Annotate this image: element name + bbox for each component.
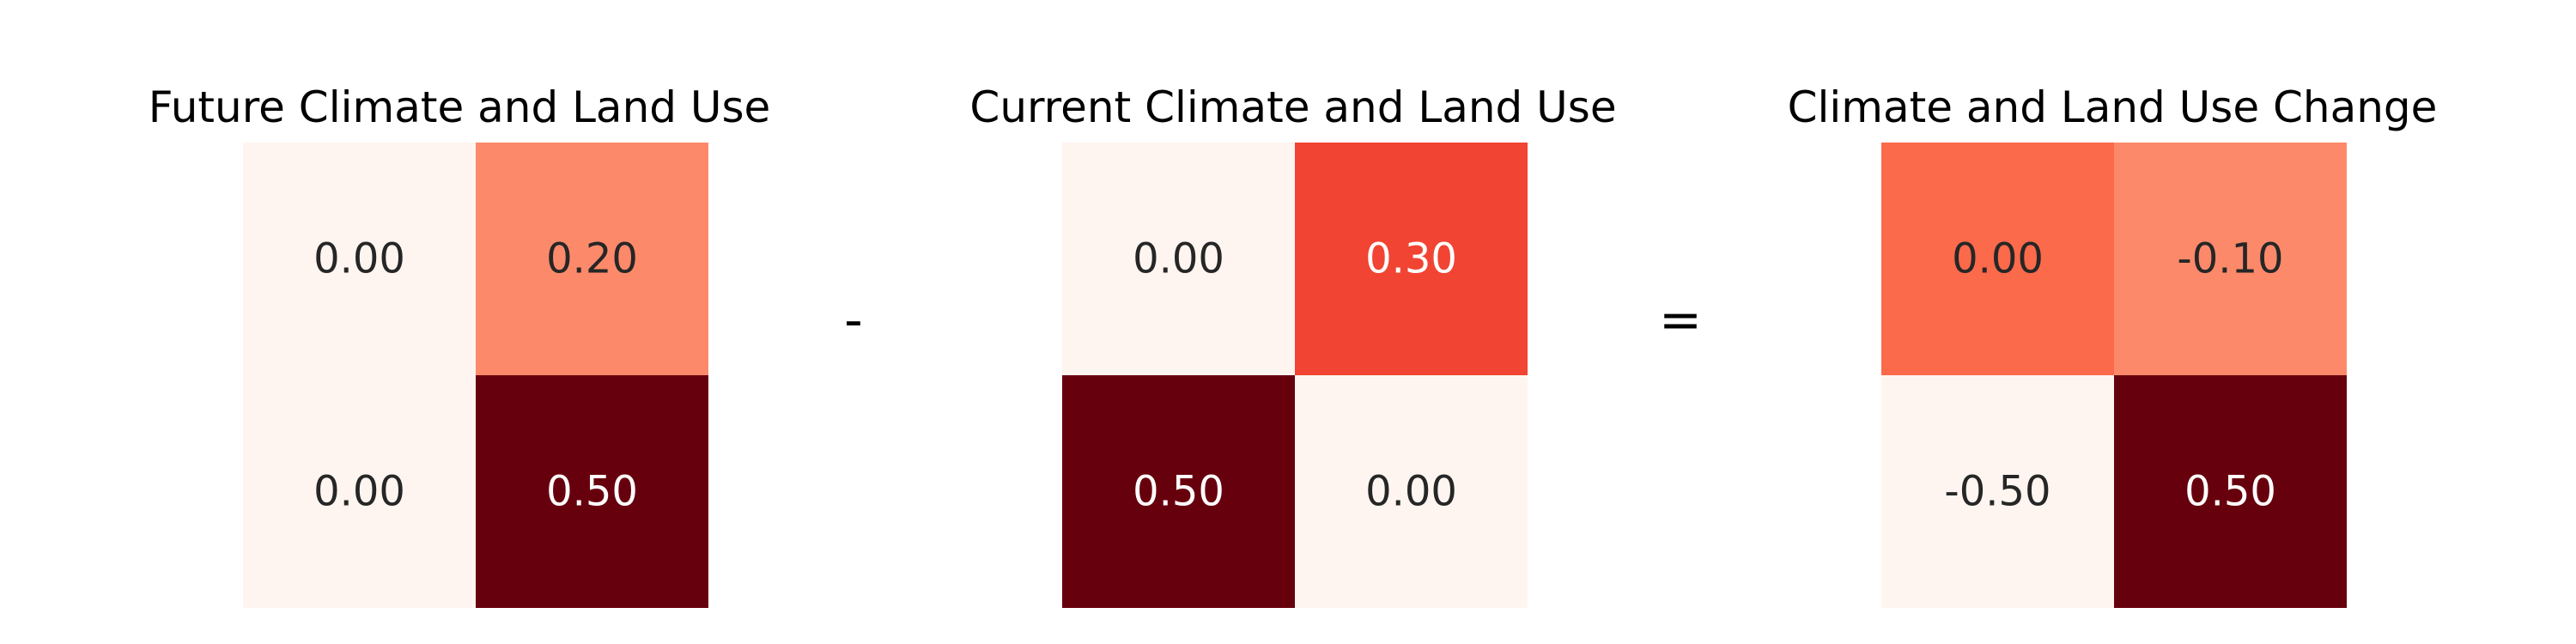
heatmap-3-cell-label-r0c1: -0.10 [2177,235,2283,283]
heatmap-3-cell-label-r0c0: 0.00 [1952,235,2044,283]
heatmap-1-cell-label-r1c0: 0.00 [313,468,405,516]
heatmap-3-cell-r0c0 [1881,143,2115,376]
heatmap-2-title: Current Climate and Land Use [969,82,1617,132]
heatmap-3: 0.00 -0.10 -0.50 0.50 [1881,143,2347,608]
heatmap-3-cell-r1c0 [1881,375,2115,608]
equals-operator: = [1658,290,1703,350]
heatmap-1-cell-r0c1 [476,143,708,376]
heatmap-1-cell-r0c0 [243,143,477,376]
heatmap-2-cell-label-r0c1: 0.30 [1365,235,1457,283]
heatmap-2-cell-r1c0 [1062,375,1296,608]
minus-operator: - [844,290,863,350]
heatmap-3-cell-label-r1c0: -0.50 [1944,468,2050,516]
heatmap-1-cell-label-r1c1: 0.50 [546,468,638,516]
heatmap-3-title: Climate and Land Use Change [1787,82,2438,132]
heatmap-1-cell-r1c0 [243,375,477,608]
heatmap-1-cell-label-r0c1: 0.20 [546,235,638,283]
heatmap-1-cell-r1c1 [476,375,708,608]
heatmap-2-cell-r0c1 [1295,143,1528,376]
heatmap-2-cell-label-r1c1: 0.00 [1365,468,1457,516]
heatmap-2-cell-r1c1 [1295,375,1528,608]
heatmap-2-cell-label-r0c0: 0.00 [1133,235,1224,283]
heatmap-1-cell-label-r0c0: 0.00 [313,235,405,283]
heatmap-1: 0.00 0.20 0.00 0.50 [243,143,708,608]
heatmap-1-title: Future Climate and Land Use [148,82,771,132]
heatmap-3-cell-r0c1 [2114,143,2347,376]
heatmap-3-cell-r1c1 [2114,375,2347,608]
heatmap-2-cell-label-r1c0: 0.50 [1133,468,1224,516]
heatmap-2-cell-r0c0 [1062,143,1296,376]
heatmap-3-cell-label-r1c1: 0.50 [2184,468,2276,516]
heatmap-2: 0.00 0.30 0.50 0.00 [1062,143,1528,608]
